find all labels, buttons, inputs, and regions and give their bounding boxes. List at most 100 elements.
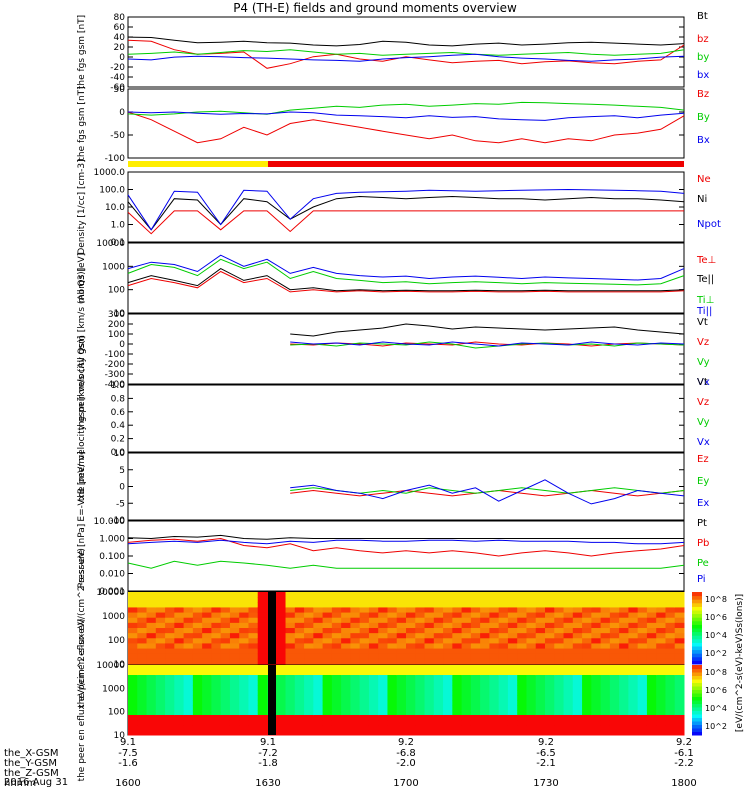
heatmap-cell bbox=[146, 658, 157, 665]
heatmap-cell bbox=[600, 638, 611, 644]
heatmap-cell bbox=[137, 665, 148, 671]
y-axis-label: the peir en eflux eV/(cm^2-s-sr-eV) bbox=[77, 548, 87, 708]
heatmap-cell bbox=[406, 658, 416, 665]
date-label: 2016 Aug 31 bbox=[4, 777, 69, 788]
heatmap-cell bbox=[202, 710, 212, 716]
heatmap-cell bbox=[211, 628, 222, 634]
heatmap-cell bbox=[637, 685, 648, 691]
heatmap-cell bbox=[248, 690, 259, 696]
heatmap-cell bbox=[433, 720, 444, 726]
heatmap-cell bbox=[229, 658, 240, 665]
heatmap-cell bbox=[248, 592, 259, 598]
heatmap-cell bbox=[628, 638, 639, 644]
series-line bbox=[127, 258, 685, 286]
heatmap-cell bbox=[313, 628, 324, 634]
y-tick-label: -50 bbox=[110, 131, 125, 141]
heatmap-cell bbox=[165, 720, 175, 726]
heatmap-cell bbox=[424, 658, 435, 665]
y-tick-label: 10 bbox=[114, 309, 126, 319]
heatmap-cell bbox=[322, 675, 333, 681]
heatmap-cell bbox=[517, 643, 527, 650]
heatmap-cell bbox=[294, 705, 305, 711]
heatmap-cell bbox=[211, 617, 222, 624]
heatmap-cell bbox=[619, 730, 629, 736]
heatmap-cell bbox=[665, 628, 676, 634]
heatmap-cell bbox=[674, 680, 685, 686]
heatmap-cell bbox=[535, 607, 546, 614]
heatmap-cell bbox=[285, 675, 296, 681]
y-axis-label: Pressure [nPa] bbox=[77, 524, 87, 589]
heatmap-cell bbox=[192, 607, 203, 614]
y-axis-label: the fgs gsm [nT] bbox=[77, 86, 87, 160]
heatmap-cell bbox=[619, 592, 629, 598]
heatmap-cell bbox=[341, 720, 351, 726]
heatmap-cell bbox=[304, 725, 314, 731]
heatmap-cell bbox=[174, 643, 185, 650]
heatmap-cell bbox=[239, 705, 249, 711]
legend-label: Bx bbox=[697, 135, 710, 146]
heatmap-cell bbox=[609, 720, 620, 726]
heatmap-cell bbox=[665, 690, 676, 696]
heatmap-cell bbox=[146, 715, 157, 721]
heatmap-cell bbox=[674, 700, 685, 706]
heatmap-cell bbox=[489, 675, 500, 681]
heatmap-cell bbox=[470, 670, 481, 676]
heatmap-cell bbox=[582, 730, 592, 736]
heatmap-cell bbox=[433, 592, 444, 598]
heatmap-cell bbox=[239, 710, 249, 716]
heatmap-cell bbox=[582, 685, 592, 691]
heatmap-cell bbox=[322, 685, 333, 691]
y-tick-label: -100 bbox=[105, 154, 126, 164]
heatmap-cell bbox=[480, 607, 490, 614]
heatmap-cell bbox=[433, 710, 444, 716]
heatmap-cell bbox=[368, 725, 379, 731]
heatmap-cell bbox=[470, 730, 481, 736]
heatmap-cell bbox=[609, 680, 620, 686]
heatmap-cell bbox=[452, 710, 463, 716]
heatmap-cell bbox=[470, 705, 481, 711]
heatmap-cell bbox=[387, 628, 398, 634]
heatmap-cell bbox=[591, 612, 602, 619]
heatmap-cell bbox=[563, 670, 574, 676]
heatmap-cell bbox=[461, 607, 472, 614]
heatmap-cell bbox=[331, 665, 342, 671]
heatmap-cell bbox=[378, 602, 388, 608]
y-tick-label: 0.001 bbox=[99, 587, 125, 597]
heatmap-cell bbox=[322, 690, 333, 696]
heatmap-cell bbox=[665, 622, 676, 629]
heatmap-cell bbox=[572, 658, 583, 665]
heatmap-cell bbox=[220, 612, 231, 619]
heatmap-cell bbox=[415, 670, 426, 676]
heatmap-cell bbox=[619, 597, 629, 603]
legend-label: Ez bbox=[697, 454, 709, 465]
heatmap-cell bbox=[174, 633, 185, 639]
heatmap-cell bbox=[257, 725, 268, 731]
heatmap-cell bbox=[637, 710, 648, 716]
heatmap-cell bbox=[443, 648, 453, 655]
heatmap-cell bbox=[656, 648, 666, 655]
heatmap-cell bbox=[563, 638, 574, 644]
heatmap-cell bbox=[443, 670, 453, 676]
time-axis-value: -6.8 bbox=[396, 748, 416, 759]
heatmap-cell bbox=[137, 607, 148, 614]
heatmap-cell bbox=[146, 638, 157, 644]
heatmap-cell bbox=[220, 670, 231, 676]
heatmap-cell bbox=[591, 690, 602, 696]
heatmap-cell bbox=[359, 602, 370, 608]
heatmap-cell bbox=[628, 612, 639, 619]
heatmap-cell bbox=[257, 648, 268, 655]
heatmap-cell bbox=[183, 658, 194, 665]
heatmap-cell bbox=[192, 690, 203, 696]
heatmap-cell bbox=[313, 597, 324, 603]
heatmap-cell bbox=[406, 617, 416, 624]
heatmap-cell bbox=[128, 705, 138, 711]
heatmap-cell bbox=[507, 670, 518, 676]
heatmap-cell bbox=[239, 597, 249, 603]
heatmap-cell bbox=[341, 658, 351, 665]
heatmap-cell bbox=[498, 720, 509, 726]
heatmap-cell bbox=[674, 633, 685, 639]
heatmap-cell bbox=[572, 617, 583, 624]
heatmap-cell bbox=[582, 648, 592, 655]
legend-label: Te⊥ bbox=[696, 255, 716, 266]
heatmap-cell bbox=[220, 643, 231, 650]
